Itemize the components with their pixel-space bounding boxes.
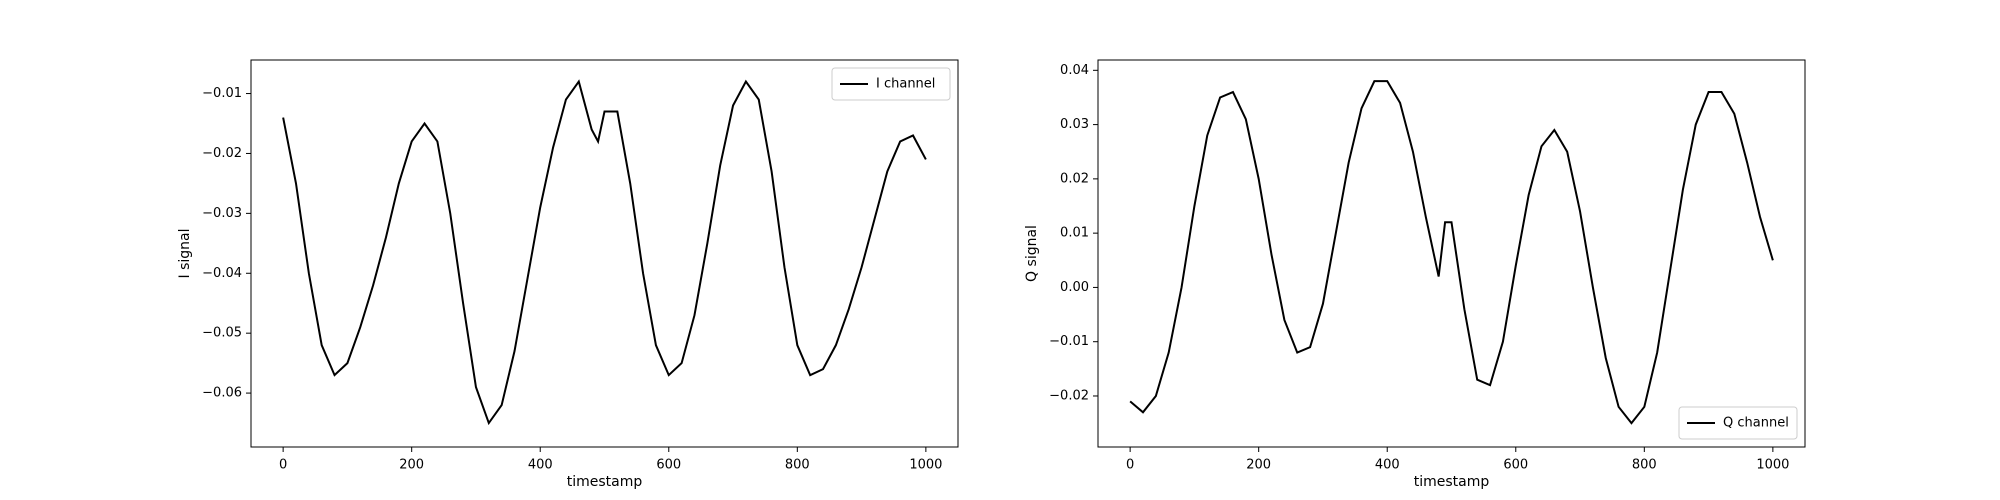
x-axis-label: timestamp	[1414, 474, 1490, 490]
x-tick-label: 800	[785, 458, 810, 473]
y-tick-label: −0.03	[202, 206, 242, 221]
x-tick-label: 200	[399, 458, 424, 473]
y-tick-label: −0.01	[1049, 334, 1089, 349]
legend-label: Q channel	[1723, 416, 1789, 431]
y-tick-label: 0.03	[1060, 117, 1089, 132]
x-tick-label: 200	[1246, 458, 1271, 473]
legend-box	[1678, 406, 1798, 440]
legend-label: I channel	[876, 77, 935, 92]
x-tick-label: 400	[528, 458, 553, 473]
y-tick-label: −0.02	[202, 146, 242, 161]
line	[1129, 80, 1774, 425]
x-tick-label: 600	[656, 458, 681, 473]
x-tick-label: 800	[1632, 458, 1657, 473]
y-tick-label: 0.02	[1060, 171, 1089, 186]
y-tick-label: −0.05	[202, 326, 242, 341]
y-tick-label: 0.04	[1060, 63, 1089, 78]
y-tick-label: 0.01	[1060, 226, 1089, 241]
x-tick-label: 600	[1503, 458, 1528, 473]
y-tick-label: −0.01	[202, 86, 242, 101]
y-tick-label: −0.04	[202, 266, 242, 281]
y-tick-label: 0.00	[1060, 280, 1089, 295]
x-tick-label: 0	[1126, 458, 1134, 473]
plot-frame	[250, 59, 959, 448]
x-tick-label: 1000	[909, 458, 942, 473]
x-tick-label: 400	[1375, 458, 1400, 473]
x-tick-label: 1000	[1756, 458, 1789, 473]
y-axis-label: Q signal	[1024, 225, 1040, 282]
plot-frame	[1097, 59, 1806, 448]
line	[282, 79, 927, 426]
x-tick-label: 0	[279, 458, 287, 473]
y-tick-label: −0.06	[202, 386, 242, 401]
legend-box	[831, 67, 951, 101]
x-axis-label: timestamp	[567, 474, 643, 490]
y-axis-label: I signal	[177, 229, 193, 279]
y-tick-label: −0.02	[1049, 388, 1089, 403]
